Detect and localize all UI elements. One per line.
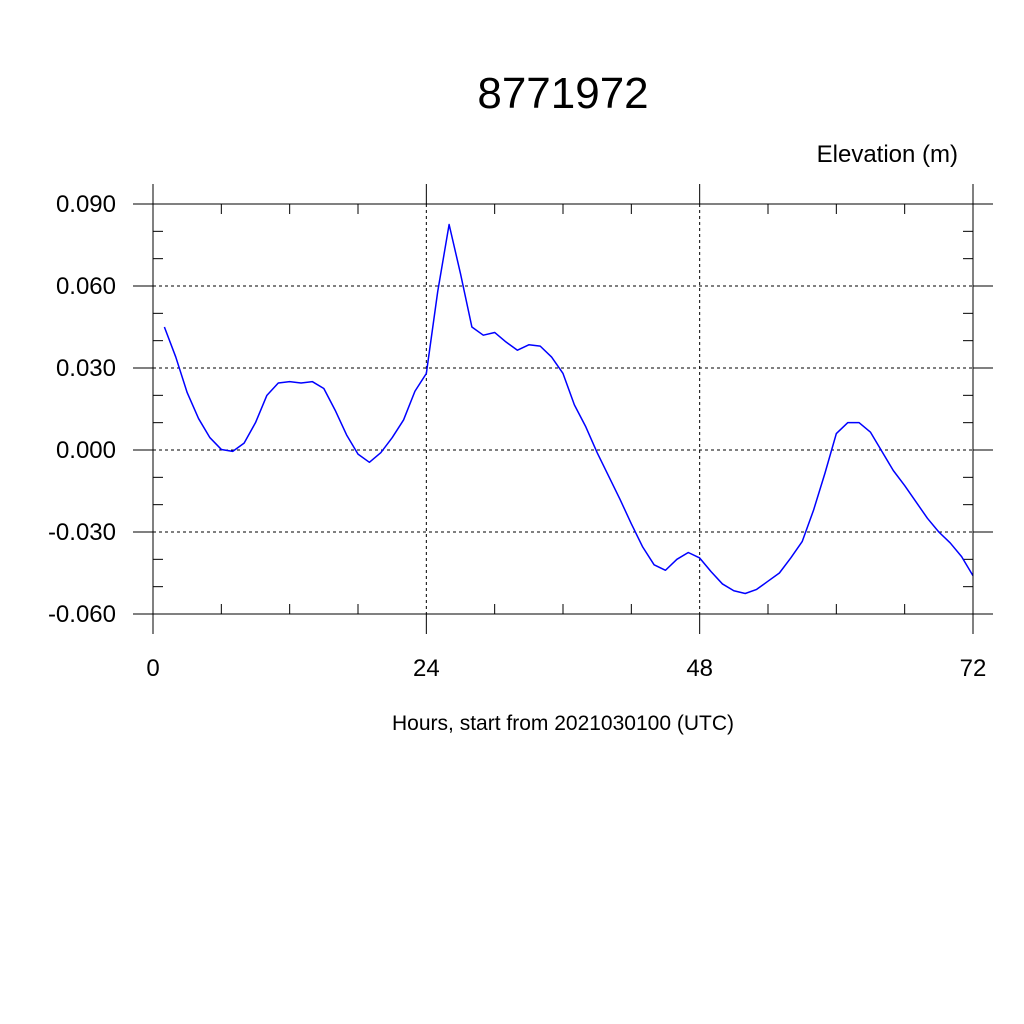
y-tick-label: 0.030 (56, 355, 116, 382)
y-axis-label: Elevation (m) (817, 141, 958, 168)
x-tick-label: 48 (686, 655, 713, 682)
x-tick-label: 24 (413, 655, 440, 682)
y-tick-label: -0.060 (48, 601, 116, 628)
x-tick-label: 72 (960, 655, 987, 682)
x-tick-label: 0 (146, 655, 159, 682)
plot-frame (133, 184, 993, 634)
y-tick-label: 0.090 (56, 191, 116, 218)
chart-title: 8771972 (477, 69, 648, 118)
series-line (163, 223, 974, 595)
y-tick-label: 0.000 (56, 437, 116, 464)
y-tick-label: 0.060 (56, 273, 116, 300)
tick-labels: -0.060 -0.030 0.000 0.030 0.060 0.090 0 24 48 72 (48, 191, 986, 682)
y-tick-label: -0.030 (48, 519, 116, 546)
series (163, 223, 974, 595)
x-axis-label: Hours, start from 2021030100 (UTC) (392, 712, 734, 735)
grid (152, 203, 974, 615)
